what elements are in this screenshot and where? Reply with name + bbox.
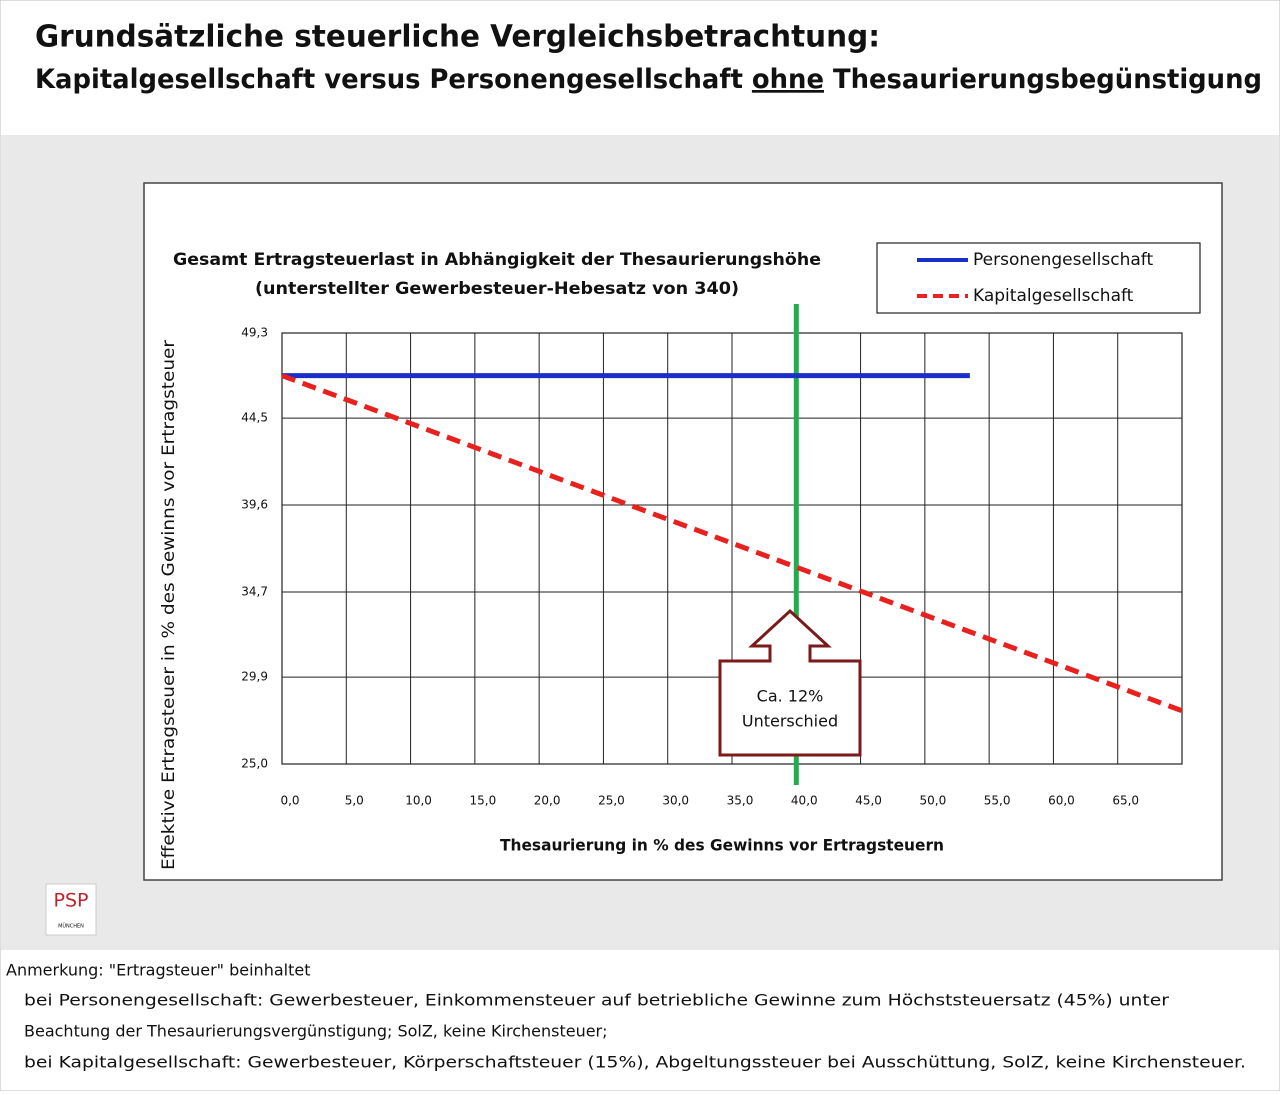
y-tick-label: 44,5 xyxy=(241,411,268,425)
logo-text: PSP xyxy=(54,890,89,912)
x-tick-label: 20,0 xyxy=(534,794,561,808)
annotation-text: Ca. 12% xyxy=(757,687,824,706)
x-tick-label: 60,0 xyxy=(1048,794,1075,808)
y-tick-label: 34,7 xyxy=(241,584,268,598)
page-title: Grundsätzliche steuerliche Vergleichsbet… xyxy=(35,20,880,55)
y-tick-label: 29,9 xyxy=(241,670,268,684)
x-tick-label: 40,0 xyxy=(791,794,818,808)
x-axis-label: Thesaurierung in % des Gewinns vor Ertra… xyxy=(500,836,944,855)
subtitle-part: Thesaurierungsbegünstigung xyxy=(824,64,1262,95)
x-tick-label: 15,0 xyxy=(469,794,496,808)
chart-title: (unterstellter Gewerbesteuer-Hebesatz vo… xyxy=(255,279,739,299)
x-tick-label: 65,0 xyxy=(1112,794,1139,808)
x-tick-label: 55,0 xyxy=(984,794,1011,808)
subtitle-emphasis: ohne xyxy=(752,64,824,95)
footnote-line: bei Personengesellschaft: Gewerbesteuer,… xyxy=(24,991,1169,1010)
chart: 25,0 29,9 34,7 39,6 44,5 49,3 0,0 5,0 10,0 15,0 20… xyxy=(159,242,1201,870)
x-tick-label: 50,0 xyxy=(919,794,946,808)
annotation-text: Unterschied xyxy=(742,712,838,731)
series-line xyxy=(281,373,1183,714)
y-tick-label: 39,6 xyxy=(241,498,268,512)
x-tick-label: 45,0 xyxy=(855,794,882,808)
logo-frame xyxy=(45,883,97,936)
page-subtitle: Kapitalgesellschaft versus Personengesel… xyxy=(35,64,1262,95)
x-tick-label: 35,0 xyxy=(727,794,754,808)
x-tick-label: 10,0 xyxy=(405,794,432,808)
y-axis-label: Effektive Ertragsteuer in % des Gewinns … xyxy=(159,340,179,870)
legend-label: Kapitalgesellschaft xyxy=(973,286,1134,306)
logo-subtext: MÜNCHEN xyxy=(58,923,84,930)
legend-label: Personengesellschaft xyxy=(973,250,1153,270)
y-tick-label: 25,0 xyxy=(241,757,268,771)
footnote-line: Anmerkung: "Ertragsteuer" beinhaltet xyxy=(6,961,310,980)
chart-title: Gesamt Ertragsteuerlast in Abhängigkeit … xyxy=(173,250,821,270)
subtitle-part: Kapitalgesellschaft versus Personengesel… xyxy=(35,64,752,95)
x-tick-label: 0,0 xyxy=(280,794,299,808)
x-tick-label: 30,0 xyxy=(662,794,689,808)
y-tick-label: 49,3 xyxy=(241,326,268,340)
x-tick-label: 5,0 xyxy=(345,794,364,808)
footnote-line: bei Kapitalgesellschaft: Gewerbesteuer, … xyxy=(24,1053,1246,1072)
annotation-callout xyxy=(718,608,862,757)
footnote-line: Beachtung der Thesaurierungsvergünstigun… xyxy=(24,1022,608,1041)
x-tick-label: 25,0 xyxy=(598,794,625,808)
legend-box xyxy=(876,242,1201,314)
